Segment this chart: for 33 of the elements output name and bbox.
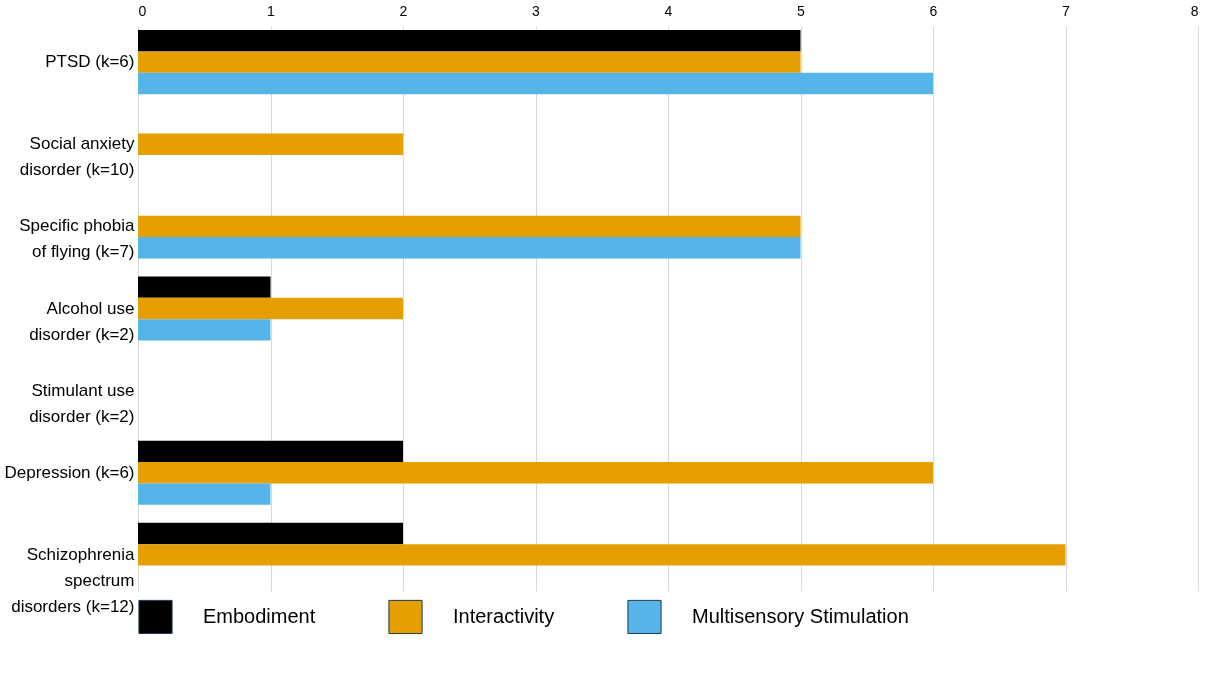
x-tick-label: 2	[399, 2, 408, 19]
legend-label: Interactivity	[453, 604, 555, 627]
y-tick-label: Schizophrenia spectrum disorders (k=12)	[11, 544, 136, 616]
x-tick-label: 8	[1190, 2, 1199, 19]
bar	[138, 544, 1066, 566]
y-tick-label: Specific phobia of flying (k=7)	[19, 216, 136, 262]
bar	[138, 319, 271, 341]
bar	[138, 133, 403, 155]
x-tick-label: 6	[929, 2, 938, 19]
bar	[138, 215, 801, 238]
x-tick-label: 0	[138, 2, 147, 19]
legend-label: Embodiment	[203, 604, 316, 627]
bar	[138, 297, 403, 320]
bar	[138, 72, 933, 95]
y-tick-label: PTSD (k=6)	[45, 52, 135, 72]
x-tick-label: 3	[532, 2, 541, 19]
bar	[138, 483, 271, 505]
y-tick-label: Stimulant use disorder (k=2)	[29, 380, 135, 426]
y-tick-label: Alcohol use disorder (k=2)	[29, 298, 135, 344]
x-tick-label: 5	[797, 2, 806, 19]
bar	[138, 522, 403, 545]
bar	[138, 440, 403, 463]
y-tick-label: Social anxiety disorder (k=10)	[19, 134, 135, 180]
x-tick-label: 1	[267, 2, 276, 19]
x-tick-label: 4	[664, 2, 673, 19]
y-tick-label: Depression (k=6)	[4, 462, 135, 482]
legend-label: Multisensory Stimulation	[692, 604, 909, 627]
x-tick-label: 7	[1062, 2, 1071, 19]
bar	[138, 30, 801, 52]
bar	[138, 237, 801, 259]
bar	[138, 51, 801, 73]
bar	[138, 276, 271, 298]
bar	[138, 462, 933, 484]
